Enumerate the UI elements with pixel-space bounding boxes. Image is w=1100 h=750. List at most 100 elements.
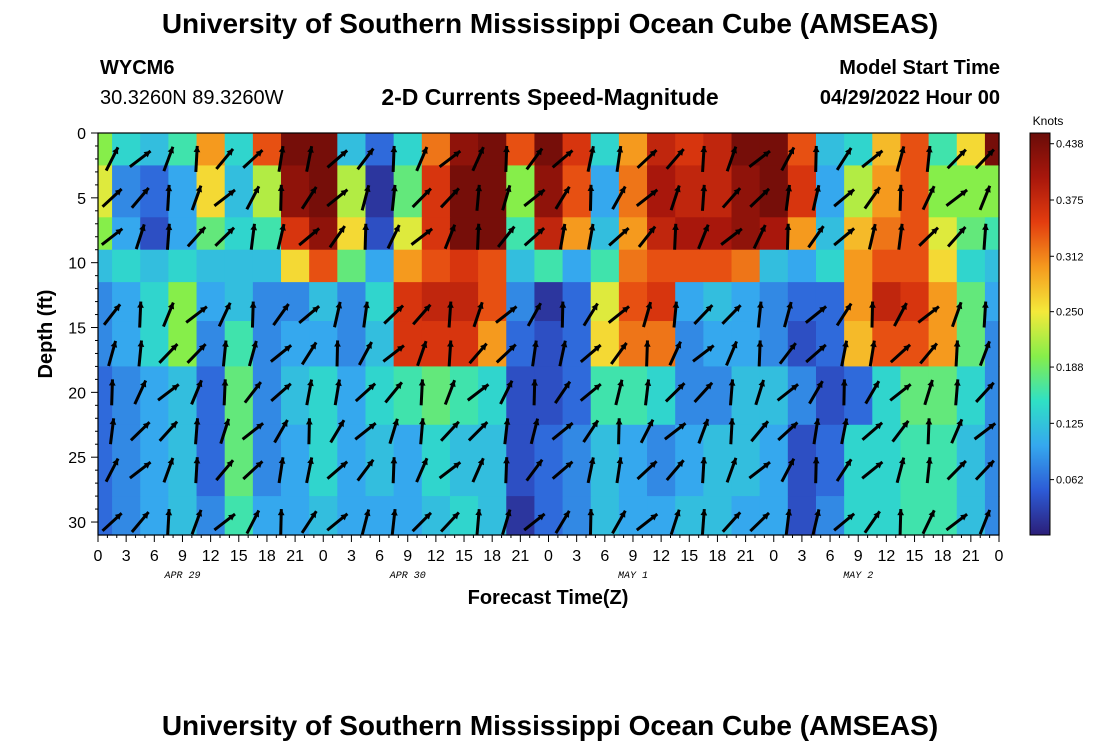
current-arrow-head: [930, 343, 937, 351]
current-arrow-head: [420, 341, 428, 349]
current-arrow-head: [733, 512, 741, 520]
current-arrow-head: [702, 224, 710, 232]
current-arrow-head: [477, 302, 484, 310]
current-arrow-head: [226, 460, 234, 468]
current-arrow-head: [705, 382, 713, 390]
current-arrow-head: [706, 345, 714, 352]
heatmap-cell: [815, 366, 845, 426]
current-arrow-head: [728, 379, 736, 386]
current-arrow-head: [763, 151, 770, 158]
heatmap-cell: [703, 282, 733, 322]
heatmap-cell: [449, 217, 479, 251]
current-arrow-head: [845, 303, 852, 311]
depth-axis: 0 5 10 15 20 25 30: [68, 126, 98, 532]
heatmap-cell: [478, 366, 507, 426]
y-tick-label: 20: [68, 385, 86, 402]
current-arrow-head: [762, 512, 770, 520]
current-arrow-head: [901, 420, 909, 428]
current-arrow-head: [700, 184, 708, 192]
colorbar-tick-label: 0.438: [1056, 139, 1084, 151]
current-arrow-head: [307, 457, 314, 465]
current-arrow-head: [250, 223, 258, 231]
current-arrow-head: [984, 341, 991, 349]
heatmap-cell: [928, 321, 958, 368]
heatmap-cell: [168, 282, 198, 322]
heatmap-cell: [309, 133, 338, 167]
current-arrow-head: [784, 223, 792, 230]
heatmap-cell: [393, 496, 423, 536]
y-tick-label: 15: [68, 321, 86, 338]
current-arrow-head: [925, 418, 933, 425]
current-arrow-head: [253, 186, 260, 194]
heatmap-cell: [168, 249, 198, 283]
current-arrow-head: [452, 188, 459, 196]
current-arrow-head: [705, 305, 713, 312]
heatmap-cell: [534, 282, 564, 322]
current-arrow-head: [700, 145, 708, 153]
current-arrow-head: [421, 458, 428, 466]
heatmap-cell: [337, 249, 367, 283]
heatmap-cell: [956, 249, 986, 283]
heatmap-cell: [365, 133, 395, 167]
current-arrow-head: [960, 514, 968, 521]
current-arrow-head: [334, 340, 341, 347]
current-arrow-head: [925, 457, 933, 464]
current-arrow-head: [340, 461, 348, 469]
current-arrow-head: [648, 226, 656, 234]
heatmap-cell: [534, 424, 564, 497]
heatmap-cell: [309, 249, 338, 283]
current-arrow-head: [228, 514, 236, 521]
x-tick-label: 9: [403, 548, 412, 565]
heatmap-cell: [196, 217, 226, 251]
colorbar-tick-label: 0.062: [1056, 475, 1084, 487]
current-arrow-head: [142, 422, 150, 429]
x-tick-label: 15: [455, 548, 473, 565]
heatmap-cell: [112, 321, 141, 368]
heatmap-cell: [140, 321, 169, 368]
current-arrow-head: [790, 422, 798, 430]
current-arrow-head: [984, 185, 991, 193]
current-arrow-head: [928, 510, 935, 518]
current-arrow-head: [255, 150, 263, 157]
current-arrow-head: [109, 418, 117, 425]
current-arrow-head: [503, 145, 510, 153]
current-arrow-head: [677, 460, 684, 468]
current-arrow-head: [278, 146, 286, 153]
y-tick-label: 0: [77, 126, 86, 143]
current-arrow-head: [452, 512, 459, 520]
current-arrow-head: [563, 381, 570, 389]
heatmap-cell: [703, 249, 733, 283]
current-arrow-head: [281, 419, 288, 427]
heatmap-cell: [478, 249, 507, 283]
current-arrow-head: [255, 461, 263, 468]
x-tick-label: 6: [150, 548, 159, 565]
current-arrow-head: [621, 228, 629, 235]
current-arrow-head: [419, 418, 426, 425]
heatmap-cell: [365, 249, 395, 283]
current-arrow-head: [870, 224, 878, 231]
current-arrow-head: [845, 147, 852, 155]
current-arrow-head: [728, 418, 736, 425]
current-arrow-head: [953, 379, 961, 386]
y-tick-label: 30: [68, 515, 86, 532]
current-arrow-head: [650, 514, 658, 521]
current-arrow-head: [897, 509, 904, 516]
heatmap-cell: [815, 249, 845, 283]
heatmap-cell: [647, 133, 676, 167]
current-arrow-head: [672, 301, 680, 309]
current-arrow-head: [789, 343, 796, 351]
current-arrow-head: [396, 305, 404, 313]
current-arrow-head: [254, 382, 261, 389]
current-arrow-head: [340, 150, 348, 157]
heatmap-cell: [984, 217, 1000, 251]
date-label: MAY 1: [618, 571, 648, 582]
current-arrow-head: [453, 462, 461, 469]
current-arrow-head: [870, 340, 877, 348]
heatmap-cell: [618, 133, 648, 167]
heatmap-cell: [647, 424, 676, 497]
heatmap-cell: [928, 424, 958, 497]
heatmap-cell: [900, 165, 930, 218]
current-arrow-head: [362, 223, 370, 230]
current-arrow-head: [137, 340, 145, 347]
current-arrow-head: [588, 457, 596, 465]
